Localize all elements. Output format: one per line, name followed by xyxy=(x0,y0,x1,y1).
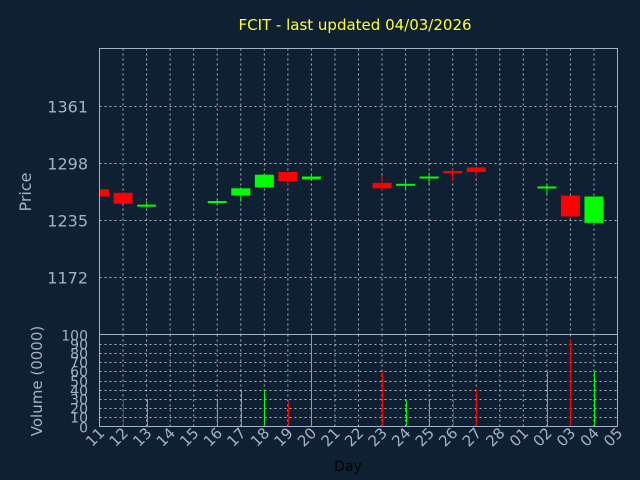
candle-body xyxy=(278,171,298,182)
x-axis-label: Day xyxy=(334,459,362,475)
volume-axis-label: Volume (0000) xyxy=(28,326,46,436)
x-axis-ticks: 1112131415161718192021222324252627280102… xyxy=(82,424,626,450)
volume-tick-label: 90 xyxy=(70,338,88,354)
candle-body xyxy=(560,195,580,217)
candle-body xyxy=(207,201,227,204)
volume-tick-label: 20 xyxy=(70,402,88,418)
candle-body xyxy=(254,174,274,188)
chart-title: FCIT - last updated 04/03/2026 xyxy=(238,16,471,34)
candle-body xyxy=(466,167,486,172)
volume-tick-label: 100 xyxy=(61,329,88,345)
volume-tick-label: 0 xyxy=(79,421,88,437)
price-candles xyxy=(99,166,604,223)
volume-tick-label: 10 xyxy=(70,411,88,427)
price-gridlines xyxy=(99,48,618,335)
candle-body xyxy=(231,188,251,196)
price-axis-ticks: 1361 1298 1235 1172 xyxy=(47,98,88,288)
candle-body xyxy=(113,192,133,204)
price-tick-label: 1172 xyxy=(47,269,88,288)
volume-plot-frame xyxy=(99,334,618,427)
volume-tick-label: 50 xyxy=(70,375,88,391)
volume-tick-label: 40 xyxy=(70,384,88,400)
candle-body xyxy=(584,196,604,223)
candle-body xyxy=(372,182,392,189)
candle-body xyxy=(537,186,557,189)
price-tick-label: 1298 xyxy=(47,155,88,174)
volume-tick-label: 70 xyxy=(70,356,88,372)
price-tick-label: 1361 xyxy=(47,98,88,117)
candle-body xyxy=(396,183,416,186)
price-tick-label: 1235 xyxy=(47,212,88,231)
candle-body xyxy=(137,204,157,207)
candle-body xyxy=(443,171,463,174)
volume-tick-label: 30 xyxy=(70,393,88,409)
candle-body xyxy=(301,176,321,180)
volume-tick-label: 60 xyxy=(70,365,88,381)
candle-body xyxy=(99,189,109,197)
candle-body xyxy=(419,176,439,179)
volume-tick-label: 80 xyxy=(70,347,88,363)
volume-bars xyxy=(123,334,595,427)
price-axis-label: Price xyxy=(16,172,35,211)
